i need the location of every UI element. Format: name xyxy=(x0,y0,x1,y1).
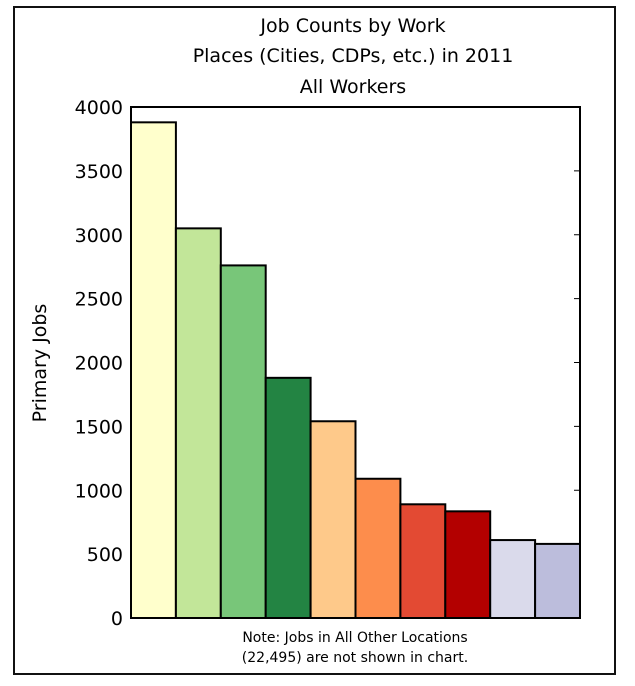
y-tick-label: 3000 xyxy=(75,225,123,247)
chart-title-line-3: All Workers xyxy=(300,76,406,98)
bar-4 xyxy=(264,376,312,619)
chart-title-line-2: Places (Cities, CDPs, etc.) in 2011 xyxy=(193,45,514,67)
bar-6 xyxy=(354,477,402,619)
y-tick-label: 1500 xyxy=(75,416,123,438)
y-axis: 0 500 1000 1500 2000 2500 3000 3500 4000 xyxy=(75,97,580,630)
y-tick-label: 500 xyxy=(87,544,123,566)
plot-area-frame xyxy=(130,106,581,619)
y-tick-label: 4000 xyxy=(75,97,123,119)
chart-note: Note: Jobs in All Other Locations (22,49… xyxy=(242,630,468,666)
chart-note-line-2: (22,495) are not shown in chart. xyxy=(242,650,468,666)
y-axis-title: Primary Jobs xyxy=(29,304,51,423)
y-tick-label: 2500 xyxy=(75,289,123,311)
y-tick-label: 1000 xyxy=(75,480,123,502)
bar-7 xyxy=(399,503,447,619)
bar-3 xyxy=(219,264,267,619)
y-tick-label: 0 xyxy=(111,608,123,630)
bar-8 xyxy=(444,510,492,619)
chart-title-line-1: Job Counts by Work xyxy=(259,15,445,37)
bar-10 xyxy=(534,542,581,620)
bar-9 xyxy=(489,539,537,620)
y-tick-label: 2000 xyxy=(75,353,123,375)
y-tick-label: 3500 xyxy=(75,161,123,183)
chart-title: Job Counts by Work Places (Cities, CDPs,… xyxy=(193,15,514,98)
bar-2 xyxy=(174,227,222,620)
bar-5 xyxy=(309,420,357,620)
chart-note-line-1: Note: Jobs in All Other Locations xyxy=(242,630,467,646)
bar-1 xyxy=(130,121,177,620)
bars xyxy=(130,121,581,620)
